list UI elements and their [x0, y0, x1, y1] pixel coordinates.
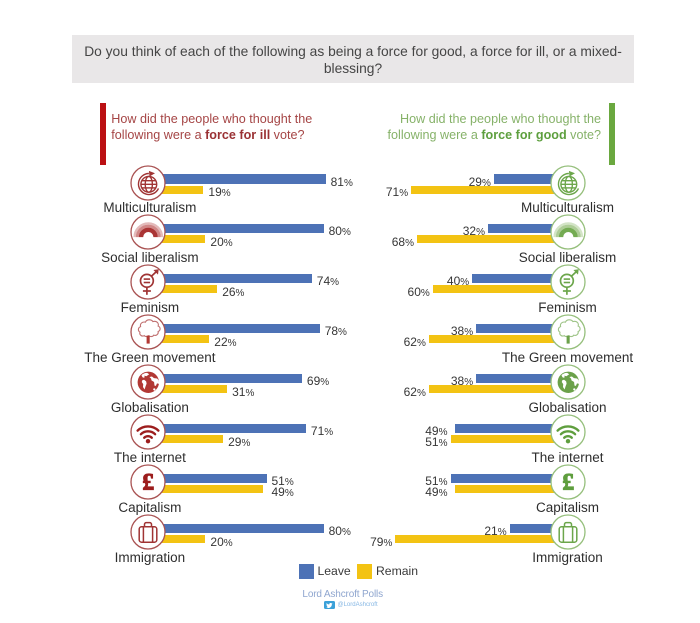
svg-text:£: £: [562, 470, 574, 495]
svg-text:£: £: [142, 470, 154, 495]
